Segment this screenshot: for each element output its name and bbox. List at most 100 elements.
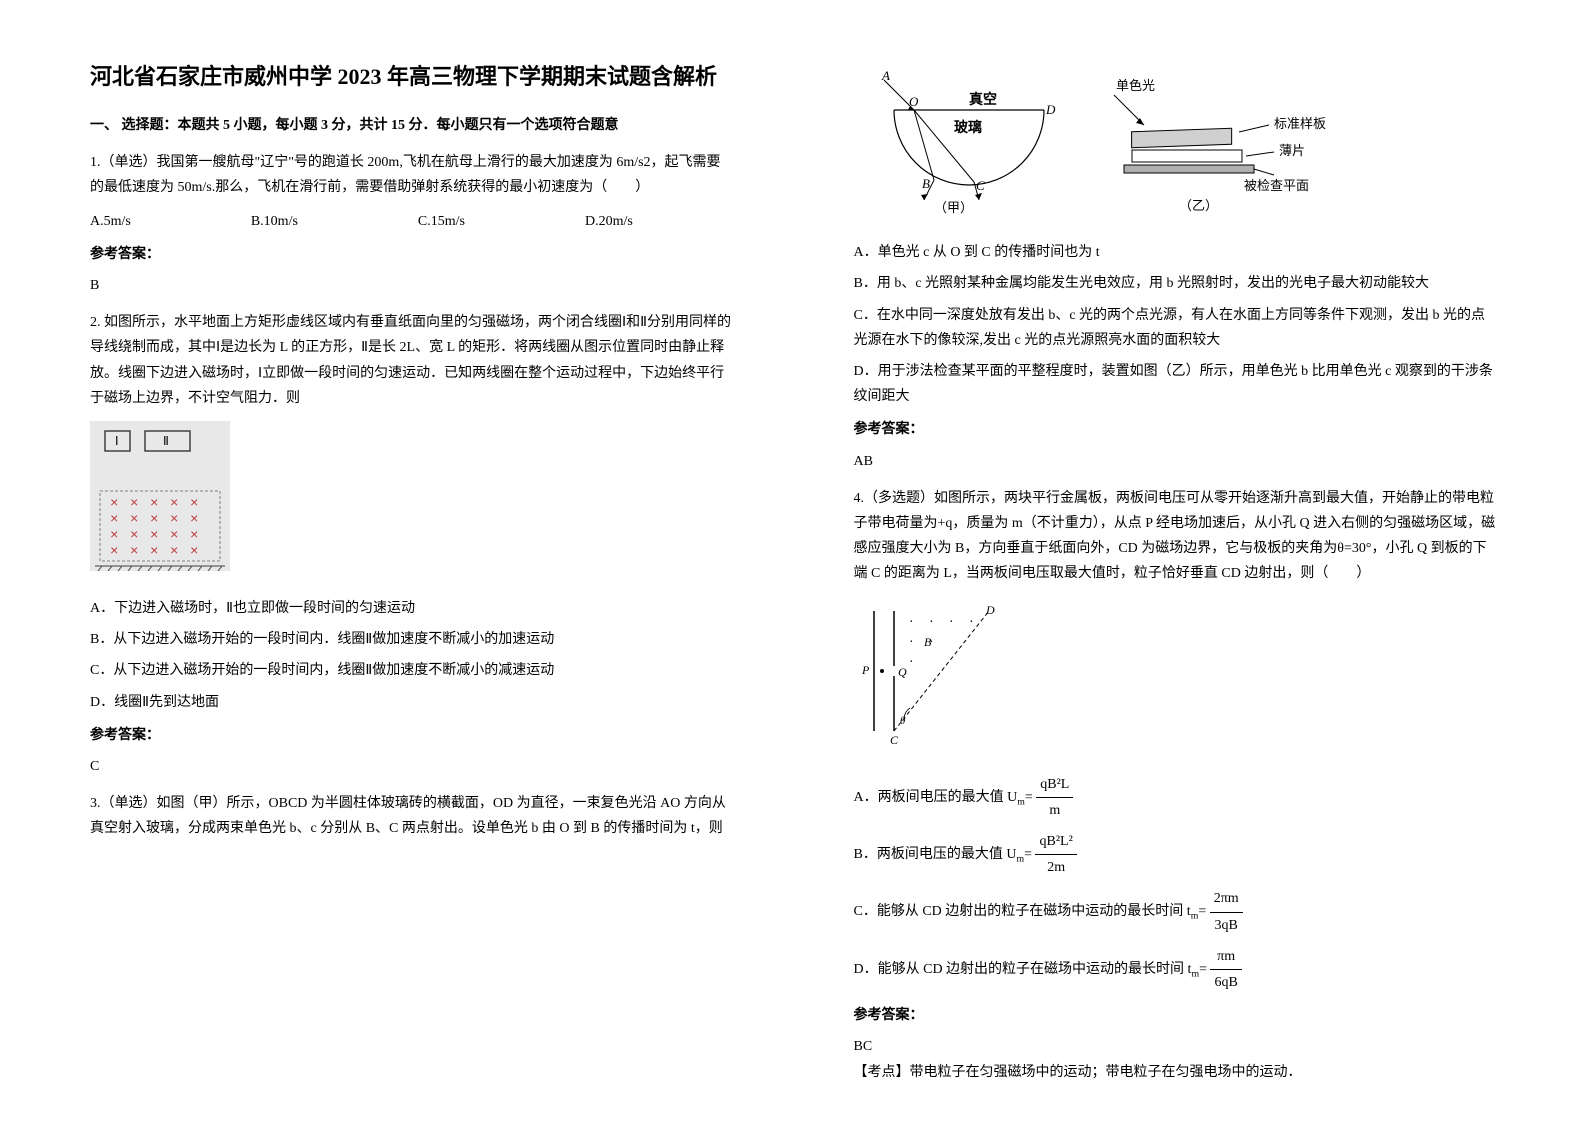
q3-diagram-yi: 单色光 标准样板 薄片 被检查平面 （乙） xyxy=(1104,70,1344,224)
svg-text:被检查平面: 被检查平面 xyxy=(1244,178,1309,193)
q1-answer-label: 参考答案： xyxy=(90,242,734,267)
svg-text:·: · xyxy=(909,615,914,630)
svg-text:×: × xyxy=(190,496,198,512)
svg-text:×: × xyxy=(130,544,138,560)
svg-text:（甲）: （甲） xyxy=(934,200,973,215)
svg-text:×: × xyxy=(130,528,138,544)
q4-diagram: P Q D C ···· ·· · B θ xyxy=(854,596,1004,755)
svg-text:玻璃: 玻璃 xyxy=(954,119,982,136)
q4-optB-prefix: B．两板间电压的最大值 U xyxy=(854,847,1017,862)
q4-optB-den: 2m xyxy=(1035,855,1076,880)
svg-text:D: D xyxy=(1045,102,1056,117)
question-4: 4.（多选题）如图所示，两块平行金属板，两板间电压可从零开始逐渐升高到最大值，开… xyxy=(854,486,1498,1085)
svg-text:B: B xyxy=(922,176,930,191)
svg-text:×: × xyxy=(190,512,198,528)
q1-text: 1.（单选）我国第一艘航母"辽宁"号的跑道长 200m,飞机在航母上滑行的最大加… xyxy=(90,150,734,200)
svg-text:D: D xyxy=(985,603,995,617)
q4-optC-num: 2πm xyxy=(1210,886,1243,912)
q4-optB-frac: qB²L²2m xyxy=(1035,829,1076,880)
q4-optD-mid: = xyxy=(1199,962,1210,977)
right-column: A O D B C 真空 玻璃 （甲） 单色光 标准样板 薄片 xyxy=(794,0,1587,1137)
q2-answer: C xyxy=(90,754,734,779)
left-column: 河北省石家庄市威州中学 2023 年高三物理下学期期末试题含解析 一、 选择题：… xyxy=(0,0,794,1137)
q1-answer: B xyxy=(90,273,734,298)
q2-optB: B．从下边进入磁场开始的一段时间内．线圈Ⅱ做加速度不断减小的加速运动 xyxy=(90,627,734,652)
svg-text:×: × xyxy=(130,496,138,512)
q1-optC: C.15m/s xyxy=(418,209,465,234)
svg-text:×: × xyxy=(150,496,158,512)
q4-optA-prefix: A．两板间电压的最大值 U xyxy=(854,790,1018,805)
q4-optA-den: m xyxy=(1036,798,1073,823)
q4-optD: D．能够从 CD 边射出的粒子在磁场中运动的最长时间 tm= πm6qB xyxy=(854,944,1498,995)
svg-text:×: × xyxy=(110,512,118,528)
q3-optC: C．在水中同一深度处放有发出 b、c 光的两个点光源，有人在水面上方同等条件下观… xyxy=(854,303,1498,353)
svg-text:×: × xyxy=(190,544,198,560)
q4-optC-prefix: C．能够从 CD 边射出的粒子在磁场中运动的最长时间 t xyxy=(854,904,1191,919)
q2-optA: A．下边进入磁场时，Ⅱ也立即做一段时间的匀速运动 xyxy=(90,596,734,621)
q4-optD-prefix: D．能够从 CD 边射出的粒子在磁场中运动的最长时间 t xyxy=(854,962,1192,977)
q4-note: 【考点】带电粒子在匀强磁场中的运动；带电粒子在匀强电场中的运动． xyxy=(854,1060,1498,1085)
svg-text:·: · xyxy=(949,615,954,630)
svg-text:O: O xyxy=(909,94,919,109)
q4-optD-sub: m xyxy=(1191,968,1199,979)
q4-answer: BC xyxy=(854,1034,1498,1059)
svg-text:·: · xyxy=(969,615,974,630)
svg-text:×: × xyxy=(170,512,178,528)
q3-optA: A．单色光 c 从 O 到 C 的传播时间也为 t xyxy=(854,240,1498,265)
q4-optB-mid: = xyxy=(1024,847,1035,862)
q1-optA: A.5m/s xyxy=(90,209,131,234)
q2-optC: C．从下边进入磁场开始的一段时间内，线圈Ⅱ做加速度不断减小的减速运动 xyxy=(90,658,734,683)
svg-text:Ⅱ: Ⅱ xyxy=(163,434,169,448)
svg-text:P: P xyxy=(861,663,870,677)
page-title: 河北省石家庄市威州中学 2023 年高三物理下学期期末试题含解析 xyxy=(90,60,734,93)
question-1: 1.（单选）我国第一艘航母"辽宁"号的跑道长 200m,飞机在航母上滑行的最大加… xyxy=(90,150,734,298)
svg-text:·: · xyxy=(909,635,914,650)
q3-optD: D．用于涉法检查某平面的平整程度时，装置如图（乙）所示，用单色光 b 比用单色光… xyxy=(854,359,1498,409)
q4-optA-sub: m xyxy=(1017,796,1025,807)
q3-answer-label: 参考答案： xyxy=(854,417,1498,442)
q4-optC-den: 3qB xyxy=(1210,913,1243,938)
q2-answer-label: 参考答案： xyxy=(90,723,734,748)
svg-text:·: · xyxy=(929,615,934,630)
svg-text:×: × xyxy=(150,528,158,544)
q4-answer-label: 参考答案： xyxy=(854,1003,1498,1028)
svg-text:（乙）: （乙） xyxy=(1179,198,1218,213)
svg-text:×: × xyxy=(170,544,178,560)
q3-diagram-jia: A O D B C 真空 玻璃 （甲） xyxy=(854,70,1064,224)
svg-text:C: C xyxy=(976,178,985,193)
q4-optA-frac: qB²Lm xyxy=(1036,772,1073,823)
svg-text:×: × xyxy=(150,544,158,560)
q4-optA-mid: = xyxy=(1025,790,1036,805)
q4-optB-num: qB²L² xyxy=(1035,829,1076,855)
svg-text:Q: Q xyxy=(898,665,907,679)
q4-optC-frac: 2πm3qB xyxy=(1210,886,1243,937)
svg-text:×: × xyxy=(130,512,138,528)
q3-answer: AB xyxy=(854,449,1498,474)
q2-diagram: Ⅰ Ⅱ ××××× ××××× ××××× ××××× xyxy=(90,421,230,580)
q1-optB: B.10m/s xyxy=(251,209,298,234)
q4-optB-sub: m xyxy=(1016,854,1024,865)
svg-text:C: C xyxy=(890,733,899,746)
svg-text:×: × xyxy=(110,544,118,560)
q3-diagrams-row: A O D B C 真空 玻璃 （甲） 单色光 标准样板 薄片 xyxy=(854,60,1498,234)
q4-optA: A．两板间电压的最大值 Um= qB²Lm xyxy=(854,772,1498,823)
svg-text:真空: 真空 xyxy=(969,91,997,108)
q1-options: A.5m/s B.10m/s C.15m/s D.20m/s xyxy=(90,209,734,234)
q1-optD: D.20m/s xyxy=(585,209,633,234)
q4-optC-mid: = xyxy=(1198,904,1209,919)
q4-optD-den: 6qB xyxy=(1210,970,1241,995)
svg-text:×: × xyxy=(170,496,178,512)
q3-text: 3.（单选）如图（甲）所示，OBCD 为半圆柱体玻璃砖的横截面，OD 为直径，一… xyxy=(90,791,734,841)
q4-optD-frac: πm6qB xyxy=(1210,944,1241,995)
svg-text:A: A xyxy=(881,70,890,83)
svg-text:×: × xyxy=(190,528,198,544)
q4-optB: B．两板间电压的最大值 Um= qB²L²2m xyxy=(854,829,1498,880)
q3-optB: B．用 b、c 光照射某种金属均能发生光电效应，用 b 光照射时，发出的光电子最… xyxy=(854,271,1498,296)
svg-text:单色光: 单色光 xyxy=(1116,78,1155,93)
question-3: 3.（单选）如图（甲）所示，OBCD 为半圆柱体玻璃砖的横截面，OD 为直径，一… xyxy=(90,791,734,841)
q4-text: 4.（多选题）如图所示，两块平行金属板，两板间电压可从零开始逐渐升高到最大值，开… xyxy=(854,486,1498,587)
q4-optA-num: qB²L xyxy=(1036,772,1073,798)
svg-text:×: × xyxy=(110,528,118,544)
svg-text:薄片: 薄片 xyxy=(1279,143,1305,158)
question-2: 2. 如图所示，水平地面上方矩形虚线区域内有垂直纸面向里的匀强磁场，两个闭合线圈… xyxy=(90,310,734,779)
